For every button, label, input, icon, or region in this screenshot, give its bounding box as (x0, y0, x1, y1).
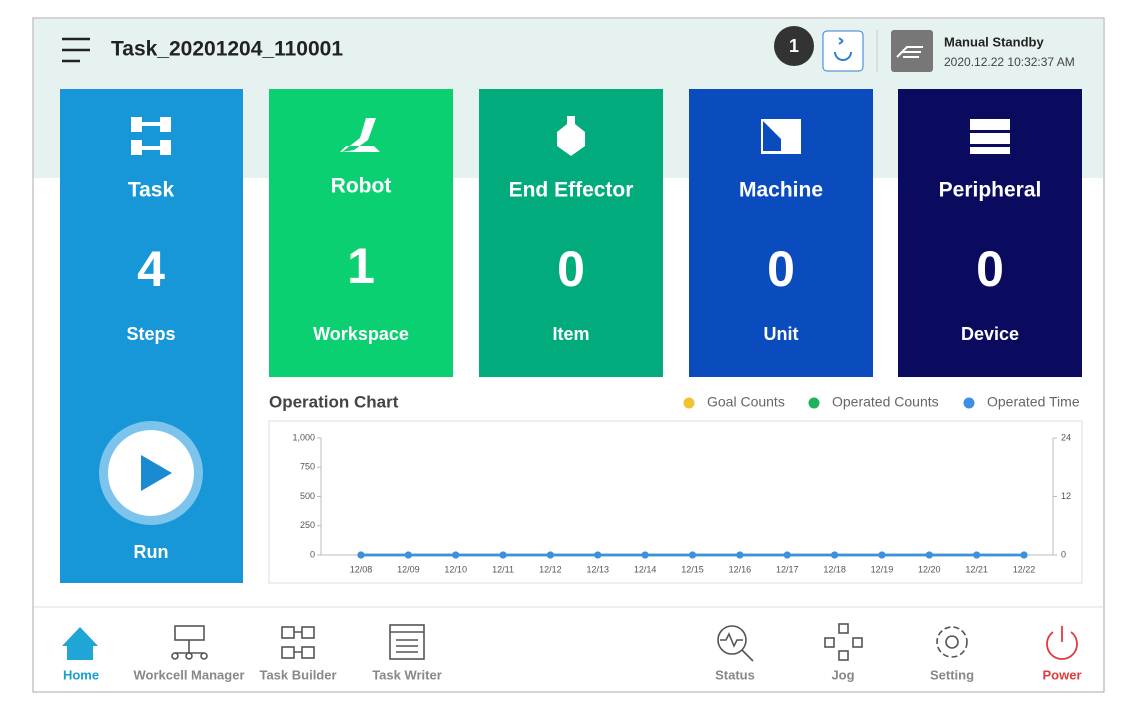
data-point (926, 552, 933, 559)
card-label: Task (128, 179, 175, 202)
data-point (1021, 552, 1028, 559)
card-unit: Workspace (313, 324, 409, 344)
task-title: Task_20201204_110001 (111, 38, 343, 61)
card-unit: Item (552, 324, 589, 344)
card-label: End Effector (509, 179, 634, 202)
nav-label: Power (1042, 667, 1081, 682)
mode-status: Manual Standby (944, 34, 1044, 49)
y-tick-label: 250 (300, 520, 315, 530)
data-point (357, 552, 364, 559)
nav-label: Workcell Manager (133, 667, 244, 682)
machine-card[interactable]: Machine 0 Unit (689, 89, 873, 377)
legend-marker (808, 397, 821, 410)
chart-box (269, 421, 1082, 583)
data-point (784, 552, 791, 559)
x-tick-label: 12/18 (823, 564, 846, 574)
data-point (973, 552, 980, 559)
x-tick-label: 12/16 (729, 564, 752, 574)
nav-label: Status (715, 667, 755, 682)
refresh-button[interactable] (823, 31, 863, 71)
card-unit: Steps (126, 324, 175, 344)
card-label: Robot (331, 175, 392, 198)
chart-title: Operation Chart (269, 392, 399, 411)
card-count: 0 (976, 241, 1004, 297)
x-tick-label: 12/20 (918, 564, 941, 574)
x-tick-label: 12/12 (539, 564, 562, 574)
card-count: 0 (557, 241, 585, 297)
card-label: Machine (739, 179, 823, 202)
data-point (594, 552, 601, 559)
card-count: 0 (767, 241, 795, 297)
y-tick-label: 0 (310, 549, 315, 559)
data-point (689, 552, 696, 559)
end-effector-card[interactable]: End Effector 0 Item (479, 89, 663, 377)
x-tick-label: 12/14 (634, 564, 657, 574)
robot-card[interactable]: Robot 1 Workspace (269, 89, 453, 377)
legend-label: Operated Counts (832, 394, 939, 410)
nav-label: Task Writer (372, 667, 442, 682)
legend-marker (683, 397, 696, 410)
card-count: 1 (347, 238, 375, 294)
data-point (500, 552, 507, 559)
y2-tick-label: 0 (1061, 549, 1066, 559)
card-count: 4 (137, 241, 165, 297)
x-tick-label: 12/09 (397, 564, 420, 574)
run-label: Run (134, 542, 169, 562)
x-tick-label: 12/15 (681, 564, 704, 574)
y-tick-label: 1,000 (292, 432, 315, 442)
data-point (736, 552, 743, 559)
peripheral-icon (970, 119, 1010, 154)
x-tick-label: 12/10 (444, 564, 467, 574)
nav-label: Setting (930, 667, 974, 682)
nav-label: Jog (831, 667, 854, 682)
data-point (405, 552, 412, 559)
data-point (831, 552, 838, 559)
task-card[interactable]: Task 4 Steps Run (60, 89, 243, 583)
data-point (547, 552, 554, 559)
x-tick-label: 12/08 (350, 564, 373, 574)
card-unit: Device (961, 324, 1019, 344)
x-tick-label: 12/13 (587, 564, 610, 574)
x-tick-label: 12/22 (1013, 564, 1036, 574)
y-tick-label: 500 (300, 491, 315, 501)
data-point (878, 552, 885, 559)
nav-label: Task Builder (259, 667, 336, 682)
x-tick-label: 12/21 (965, 564, 988, 574)
nav-label: Home (63, 667, 99, 682)
timestamp: 2020.12.22 10:32:37 AM (944, 55, 1075, 69)
legend-label: Operated Time (987, 394, 1080, 410)
x-tick-label: 12/19 (871, 564, 894, 574)
data-point (452, 552, 459, 559)
badge-count: 1 (789, 36, 799, 56)
x-tick-label: 12/17 (776, 564, 799, 574)
y2-tick-label: 12 (1061, 491, 1071, 501)
card-label: Peripheral (939, 179, 1042, 202)
data-point (642, 552, 649, 559)
y2-tick-label: 24 (1061, 432, 1071, 442)
peripheral-card[interactable]: Peripheral 0 Device (898, 89, 1082, 377)
legend-marker (963, 397, 976, 410)
y-tick-label: 750 (300, 462, 315, 472)
card-unit: Unit (764, 324, 799, 344)
x-tick-label: 12/11 (492, 564, 514, 574)
legend-label: Goal Counts (707, 394, 785, 410)
